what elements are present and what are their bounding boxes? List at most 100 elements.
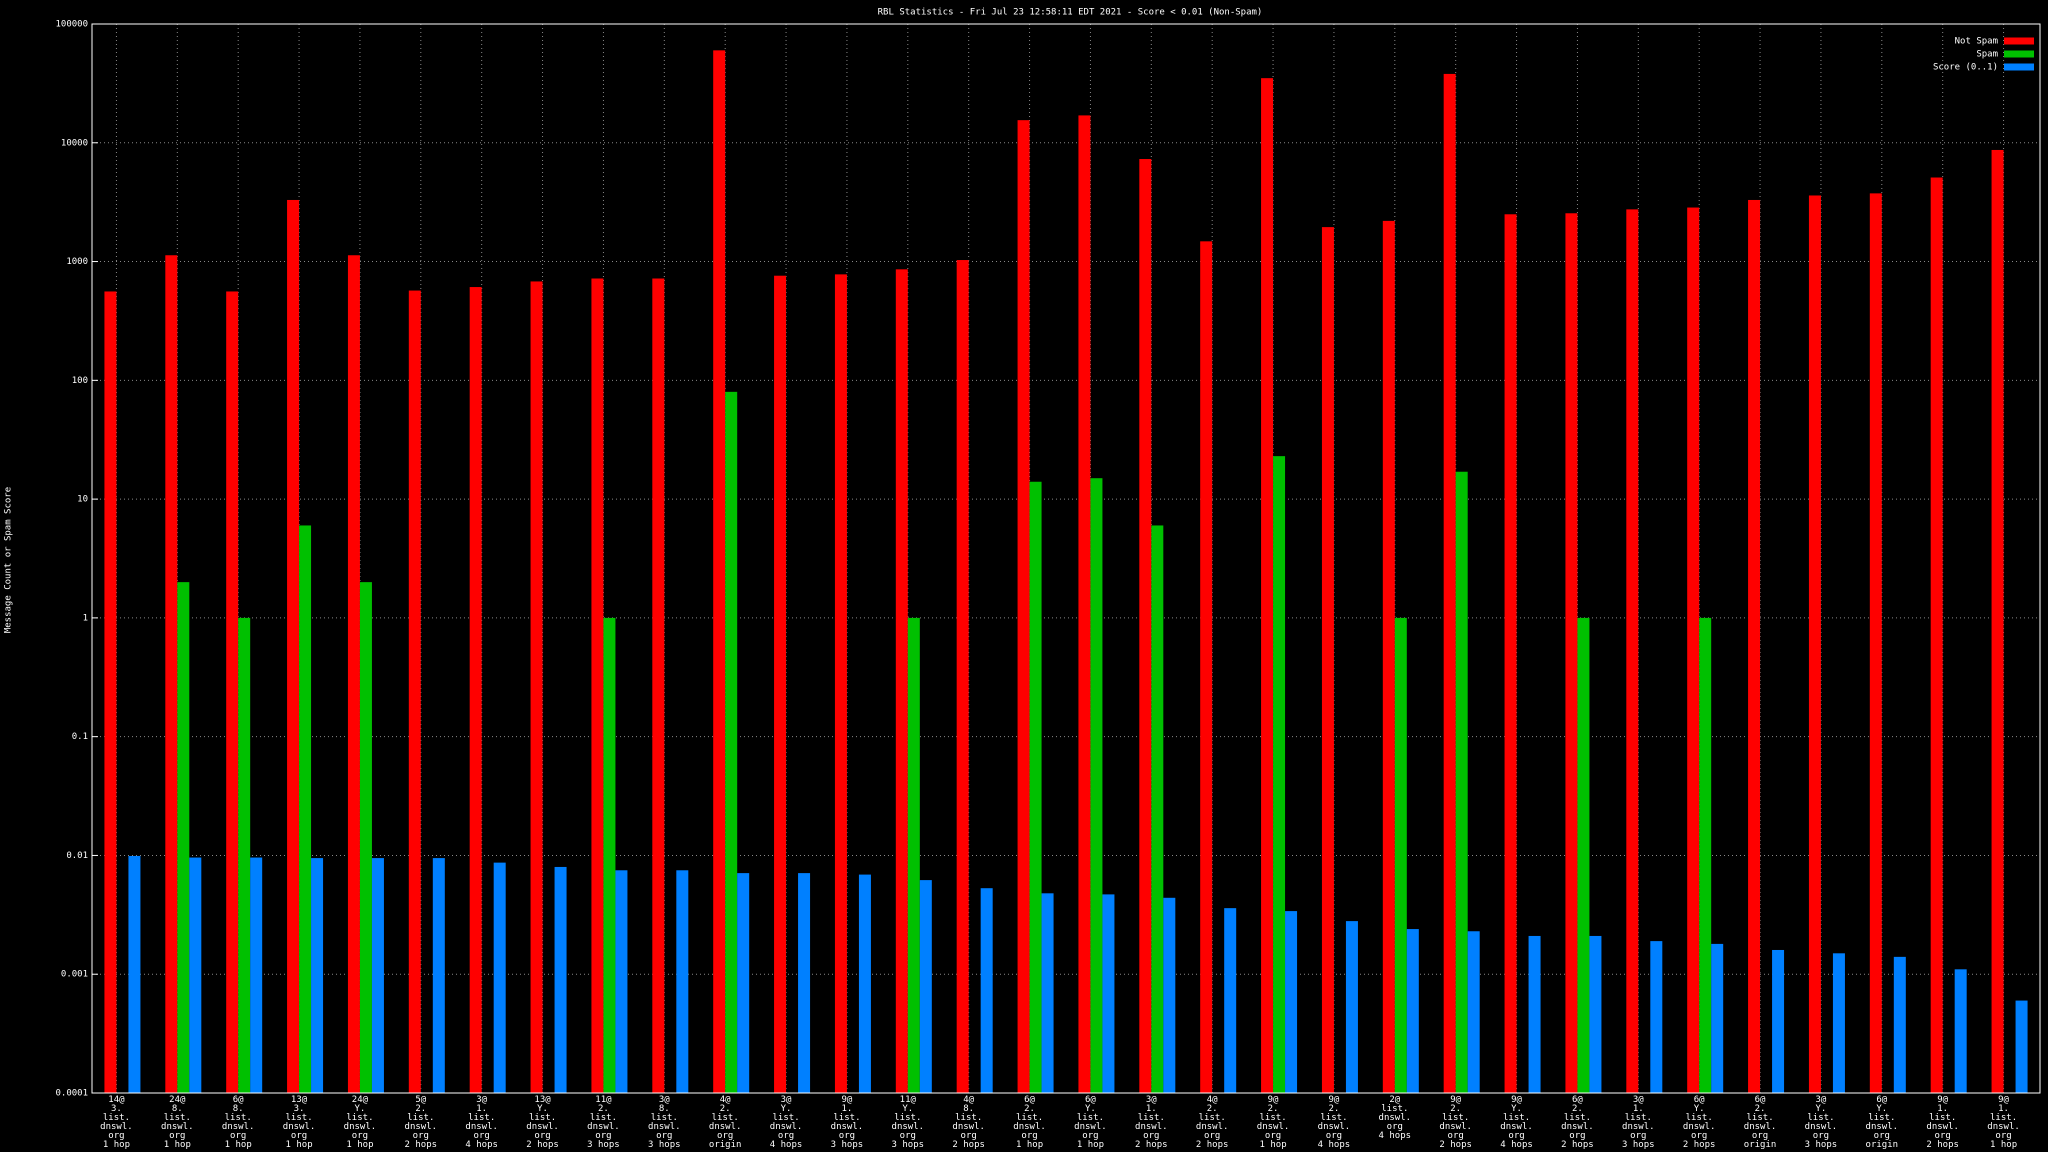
x-tick-label-line: dnswl. [1987,1122,2020,1132]
x-tick-label-line: 1 hop [1016,1140,1043,1150]
x-tick-label: 6@ 2. list. dnswl. org 1 hop [1013,1095,1046,1150]
x-tick-label-line: list. [1868,1113,1895,1123]
x-tick-label-line: list. [1929,1113,1956,1123]
legend-swatch [2004,37,2034,45]
bar [1467,931,1480,1093]
x-tick-label: 6@ Y. list. dnswl. org 1 hop [1074,1095,1107,1150]
x-tick-label-line: 2. [1755,1104,1766,1114]
bar [1589,935,1602,1093]
x-tick-label-line: 3@ [476,1095,487,1105]
x-tick-label: 3@ Y. list. dnswl. org 3 hops [1805,1095,1838,1150]
x-tick-label-line: org [656,1131,672,1141]
x-tick-label-line: org [1326,1131,1342,1141]
x-tick-label-line: list. [1625,1113,1652,1123]
bar [1687,207,1700,1093]
x-tick-label-line: 6@ [1694,1095,1705,1105]
x-tick-label-line: list. [773,1113,800,1123]
x-tick-label-line: dnswl. [1074,1122,1107,1132]
bar [1261,78,1274,1093]
x-tick-label-line: 3 hops [1805,1140,1838,1150]
x-tick-label-line: 1 hop [1260,1140,1287,1150]
x-tick-label: 4@ 2. list. dnswl. org 2 hops [1196,1095,1229,1150]
bar [919,880,932,1093]
x-tick-label-line: 2. [1207,1104,1218,1114]
y-tick-label: 1000 [66,257,88,267]
x-tick-label-line: org [1508,1131,1524,1141]
bar [177,582,190,1093]
x-tick-label-line: org [717,1131,733,1141]
bar [834,274,847,1093]
x-tick-label-line: 4 hops [1318,1140,1351,1150]
x-tick-label-line: 4 hops [465,1140,498,1150]
bar [895,269,908,1093]
bar [530,281,543,1093]
x-tick-label-line: org [961,1131,977,1141]
legend-label: Score (0..1) [1933,63,1998,73]
x-tick-label-line: 9@ [1937,1095,1948,1105]
bar [2015,1000,2028,1093]
x-tick-label-line: 1. [476,1104,487,1114]
x-tick-label-line: org [230,1131,246,1141]
bar [408,290,421,1093]
x-tick-label-line: dnswl. [161,1122,194,1132]
bar [432,858,445,1093]
legend-label: Not Spam [1955,37,1998,47]
bar [165,255,178,1093]
x-tick-label-line: org [352,1131,368,1141]
x-tick-label-line: dnswl. [709,1122,742,1132]
x-tick-label-line: dnswl. [1744,1122,1777,1132]
x-tick-label-line: org [1082,1131,1098,1141]
x-tick-label-line: 3@ [1633,1095,1644,1105]
bar [1455,471,1468,1093]
x-tick-label-line: list. [407,1113,434,1123]
y-tick-label: 0.0001 [55,1089,88,1099]
x-tick-label-line: org [1448,1131,1464,1141]
x-tick-label-line: Y. [1876,1104,1887,1114]
y-tick-label: 1 [83,613,88,623]
x-tick-label-line: list. [286,1113,313,1123]
x-tick-label-line: 6@ [1755,1095,1766,1105]
x-tick-label-line: dnswl. [770,1122,803,1132]
x-tick-label-line: 24@ [352,1095,369,1105]
bar [1200,241,1213,1093]
bar [1017,120,1030,1094]
x-tick-label-line: list. [1138,1113,1165,1123]
x-tick-label-line: dnswl. [405,1122,438,1132]
x-tick-label: 9@ 1. list. dnswl. org 3 hops [831,1095,864,1150]
x-tick-label-line: 8. [963,1104,974,1114]
legend-label: Spam [1976,50,1998,60]
x-tick-label-line: 2 hops [1561,1140,1594,1150]
bar [1406,929,1419,1093]
x-tick-label-line: list. [1260,1113,1287,1123]
x-tick-label-line: list. [346,1113,373,1123]
x-tick-label-line: 3@ [1146,1095,1157,1105]
x-tick-label-line: 1 hop [164,1140,191,1150]
bar [1565,213,1578,1093]
x-tick-label-line: dnswl. [222,1122,255,1132]
x-tick-label-line: 11@ [595,1095,612,1105]
x-tick-label-line: 8. [172,1104,183,1114]
bar [1930,177,1943,1093]
bar [1832,953,1845,1093]
x-tick-label-line: dnswl. [1561,1122,1594,1132]
x-tick-label-line: 4 hops [1379,1131,1412,1141]
x-tick-label-line: 1 hop [286,1140,313,1150]
x-tick-label: 9@ 2. list. dnswl. org 2 hops [1439,1095,1472,1150]
x-tick-label-line: org [291,1131,307,1141]
x-tick-label-line: dnswl. [831,1122,864,1132]
x-tick-label-line: 11@ [900,1095,917,1105]
x-tick-label-line: dnswl. [587,1122,620,1132]
bar [713,50,726,1093]
x-tick-label-line: Y. [1085,1104,1096,1114]
bar [858,874,871,1093]
x-tick-label-line: org [1691,1131,1707,1141]
x-tick-label-line: 2 hops [526,1140,559,1150]
bar [737,873,750,1093]
x-tick-label-line: org [1874,1131,1890,1141]
bar [104,291,117,1093]
x-tick-label-line: dnswl. [1257,1122,1290,1132]
x-tick-label-line: list. [590,1113,617,1123]
x-tick-label-line: org [169,1131,185,1141]
x-tick-label-line: list. [225,1113,252,1123]
x-tick-label-line: 1. [1146,1104,1157,1114]
